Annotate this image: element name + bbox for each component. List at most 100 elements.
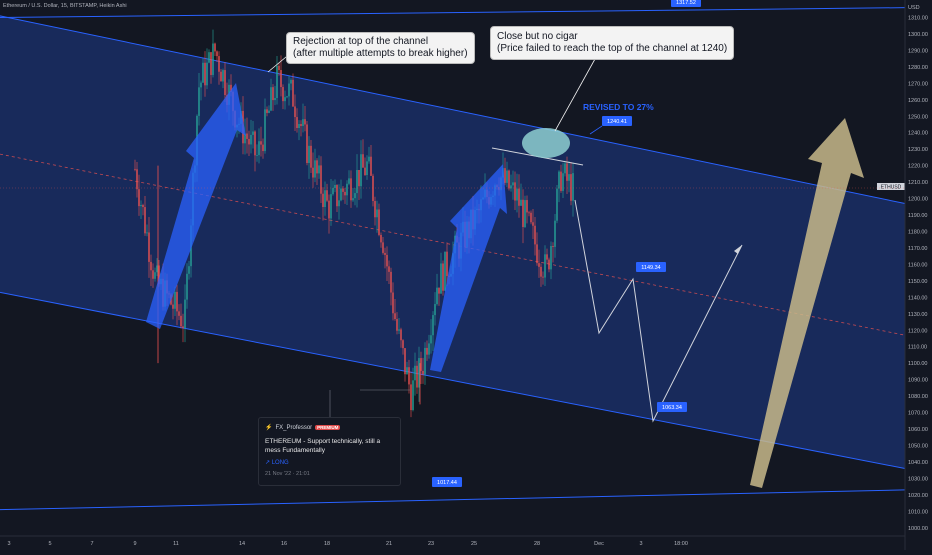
candle-body — [374, 201, 376, 218]
candle-body — [332, 188, 334, 195]
label-bottom-line-box — [432, 477, 462, 487]
symbol-name: ETHUSD — [881, 185, 902, 191]
candle-body — [438, 287, 440, 294]
candle-body — [510, 185, 512, 189]
projection-path — [574, 199, 743, 423]
candle-body — [320, 165, 322, 194]
x-tick-label: 18 — [324, 541, 330, 547]
candle-body — [362, 154, 364, 168]
projection-arrowhead — [734, 245, 742, 254]
blue-arrow-left — [146, 83, 246, 329]
candle-body — [540, 266, 542, 277]
candle-body — [314, 160, 316, 178]
y-tick-label: 1220.00 — [908, 164, 928, 170]
candle-body — [422, 370, 424, 375]
currency-label: USD — [908, 5, 920, 11]
idea-title[interactable]: ETHEREUM - Support technically, still a … — [265, 438, 381, 454]
candle-body — [284, 97, 286, 102]
candle-body — [200, 82, 202, 88]
close-callout[interactable]: Close but no cigar (Price failed to reac… — [490, 26, 735, 60]
candle-body — [440, 263, 442, 294]
y-tick-label: 1080.00 — [908, 394, 928, 400]
candle-body — [342, 188, 344, 192]
candle-body — [224, 70, 226, 96]
rejection-callout[interactable]: Rejection at top of the channel (after m… — [286, 32, 475, 64]
candle-body — [504, 168, 506, 183]
y-tick-label: 1240.00 — [908, 131, 928, 137]
gold-arrow — [750, 118, 864, 488]
candle-body — [304, 119, 306, 125]
y-tick-label: 1180.00 — [908, 229, 927, 235]
candle-body — [310, 145, 312, 168]
candle-body — [556, 188, 558, 221]
y-tick-label: 1040.00 — [908, 460, 928, 466]
x-tick-label: 11 — [173, 541, 179, 547]
candle-body — [402, 340, 404, 349]
candle-body — [356, 169, 358, 194]
candle-body — [286, 96, 288, 98]
legend-title: Ethereum / U.S. Dollar, 15, BITSTAMP, He… — [3, 3, 127, 9]
candle-body — [146, 232, 148, 234]
candle-body — [560, 171, 562, 191]
x-tick-label: 21 — [386, 541, 392, 547]
candle-body — [244, 133, 246, 144]
candle-body — [384, 252, 386, 255]
candle-body — [140, 205, 142, 207]
candle-body — [412, 380, 414, 411]
x-tick-label: 5 — [48, 541, 51, 547]
candle-body — [264, 109, 266, 152]
candle-body — [258, 141, 260, 156]
candle-body — [212, 43, 214, 75]
candle-body — [316, 160, 318, 174]
top-trend-line — [0, 7, 906, 19]
close-callout-line1: Close but no cigar — [497, 31, 578, 42]
x-tick-label: 3 — [7, 541, 10, 547]
candle-body — [198, 87, 200, 116]
rejection-callout-line2: (after multiple attempts to break higher… — [293, 48, 468, 59]
y-tick-label: 1060.00 — [908, 427, 928, 433]
x-tick-label: 28 — [534, 541, 540, 547]
candle-body — [572, 173, 574, 201]
candle-body — [434, 304, 436, 316]
candle-body — [220, 71, 222, 82]
x-tick-label: Dec — [594, 541, 604, 547]
candle-body — [280, 70, 282, 88]
candle-body — [204, 62, 206, 86]
x-tick-label: 16 — [281, 541, 287, 547]
candle-body — [302, 119, 304, 127]
candle-body — [368, 156, 370, 162]
candle-body — [414, 365, 416, 381]
bottom-trend-line — [0, 489, 906, 511]
candle-body — [218, 56, 220, 72]
candle-body — [174, 291, 176, 309]
candle-body — [322, 193, 324, 208]
channel-upper-line — [0, 15, 906, 205]
symbol-name-box — [877, 183, 905, 190]
rejection-callout-line1: Rejection at top of the channel — [293, 36, 429, 47]
candle-body — [408, 367, 410, 385]
candle-body — [370, 156, 372, 176]
candle-body — [308, 145, 310, 164]
candle-body — [260, 141, 262, 145]
candle-body — [526, 200, 528, 213]
candle-body — [562, 173, 564, 191]
candle-body — [336, 185, 338, 207]
candle-body — [324, 190, 326, 208]
idea-card[interactable]: ⚡ FX_Professor PREMIUM ETHEREUM - Suppor… — [258, 417, 401, 486]
candle-body — [216, 51, 218, 57]
idea-date: 21 Nov '22 · 21:01 — [265, 471, 310, 477]
candle-body — [282, 87, 284, 102]
candle-body — [290, 79, 292, 84]
candle-body — [294, 106, 296, 118]
candle-body — [378, 209, 380, 235]
author-name[interactable]: FX_Professor — [275, 424, 313, 431]
candle-body — [262, 144, 264, 152]
candle-body — [358, 169, 360, 187]
price-labels: REVISED TO 27% 1317.52 1240.41 1149.34 1063.… — [0, 0, 932, 487]
candle-body — [318, 165, 320, 174]
candle-body — [298, 123, 300, 129]
candle-body — [266, 109, 268, 113]
candle-body — [398, 329, 400, 331]
